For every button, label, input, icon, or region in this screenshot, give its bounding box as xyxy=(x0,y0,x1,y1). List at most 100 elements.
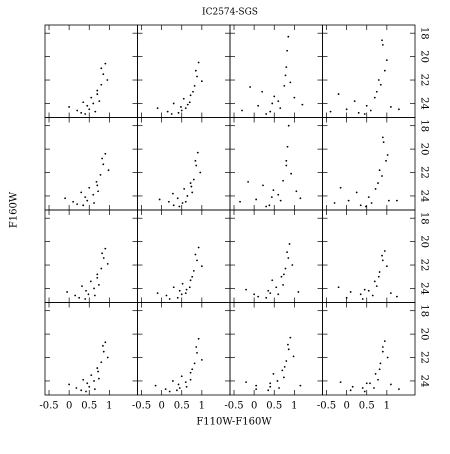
star-point xyxy=(381,259,384,262)
star-point xyxy=(64,197,67,200)
y-tick-label: 24 xyxy=(419,97,430,110)
panel-frame xyxy=(322,209,416,303)
y-tick-label: 18 xyxy=(419,27,430,40)
star-point xyxy=(194,253,197,256)
y-tick-label: 18 xyxy=(419,304,430,317)
star-point xyxy=(191,191,194,194)
star-point xyxy=(289,336,292,339)
star-point xyxy=(180,109,183,112)
star-point xyxy=(178,387,181,389)
star-point xyxy=(398,388,400,391)
star-point xyxy=(245,288,247,291)
star-point xyxy=(100,361,103,364)
star-point xyxy=(84,196,87,199)
star-point xyxy=(196,351,198,354)
star-point xyxy=(255,198,258,201)
star-point xyxy=(337,93,340,95)
x-tick-label: 0 xyxy=(251,401,257,412)
star-point xyxy=(363,390,366,393)
star-point xyxy=(96,367,99,369)
star-point xyxy=(192,178,195,181)
star-point xyxy=(373,387,375,389)
panel-frame xyxy=(44,24,138,118)
star-point xyxy=(176,296,179,299)
star-point xyxy=(80,389,83,392)
star-point xyxy=(396,199,398,202)
star-point xyxy=(168,390,171,393)
star-point xyxy=(192,90,194,93)
y-tick-label: 22 xyxy=(419,74,430,87)
panel-frame xyxy=(137,24,231,118)
star-point xyxy=(371,294,374,297)
star-point xyxy=(84,113,87,115)
y-tick-label: 22 xyxy=(419,259,430,272)
star-point xyxy=(398,108,400,111)
star-point xyxy=(72,200,75,203)
star-point xyxy=(185,288,188,291)
star-point xyxy=(389,383,392,386)
star-point xyxy=(381,136,384,139)
star-point xyxy=(76,109,79,112)
star-point xyxy=(299,197,302,200)
star-point xyxy=(74,294,77,297)
star-point xyxy=(284,74,287,77)
star-point xyxy=(286,145,289,148)
star-point xyxy=(373,96,376,99)
star-point xyxy=(95,180,98,183)
star-point xyxy=(291,264,294,266)
star-point xyxy=(377,275,380,278)
star-point xyxy=(271,102,274,105)
star-point xyxy=(272,373,275,375)
star-point xyxy=(386,154,389,156)
star-point xyxy=(377,79,380,81)
star-point xyxy=(93,380,95,382)
star-point xyxy=(253,293,256,296)
star-point xyxy=(96,89,99,92)
star-point xyxy=(184,107,187,110)
star-point xyxy=(286,49,289,52)
star-point xyxy=(378,169,381,172)
star-point xyxy=(80,191,83,194)
star-point xyxy=(104,152,107,155)
x-tick-label: -0.5 xyxy=(132,401,151,412)
star-point xyxy=(107,169,110,172)
star-point xyxy=(292,355,295,358)
panel-frame xyxy=(137,209,231,303)
star-point xyxy=(365,104,368,107)
star-point xyxy=(381,346,384,348)
x-tick-label: 0 xyxy=(343,401,349,412)
star-point xyxy=(386,356,389,359)
star-point xyxy=(181,202,184,204)
star-point xyxy=(277,293,280,296)
star-point xyxy=(102,73,105,76)
star-point xyxy=(176,197,179,200)
star-point xyxy=(100,67,103,70)
star-point xyxy=(301,103,304,106)
star-point xyxy=(282,284,284,286)
star-point xyxy=(379,362,382,365)
star-point xyxy=(196,151,199,154)
x-axis-label: F110W-F160W xyxy=(196,417,272,428)
star-point xyxy=(93,202,95,204)
star-point xyxy=(285,164,288,167)
star-point xyxy=(86,199,89,202)
star-point xyxy=(186,103,189,106)
star-point xyxy=(191,275,194,278)
star-point xyxy=(359,293,362,296)
star-point xyxy=(195,346,198,348)
star-point xyxy=(339,381,342,384)
star-point xyxy=(96,184,99,187)
x-tick-label: 0.5 xyxy=(81,401,97,412)
star-point xyxy=(283,365,286,368)
star-point xyxy=(255,384,258,387)
y-tick-label: 24 xyxy=(419,375,430,388)
panel-frame xyxy=(137,302,231,396)
star-point xyxy=(287,124,290,127)
star-point xyxy=(154,384,157,387)
star-point xyxy=(374,373,377,375)
star-point xyxy=(383,69,386,72)
star-point xyxy=(196,75,198,78)
star-point xyxy=(92,193,95,196)
star-point xyxy=(367,196,370,199)
